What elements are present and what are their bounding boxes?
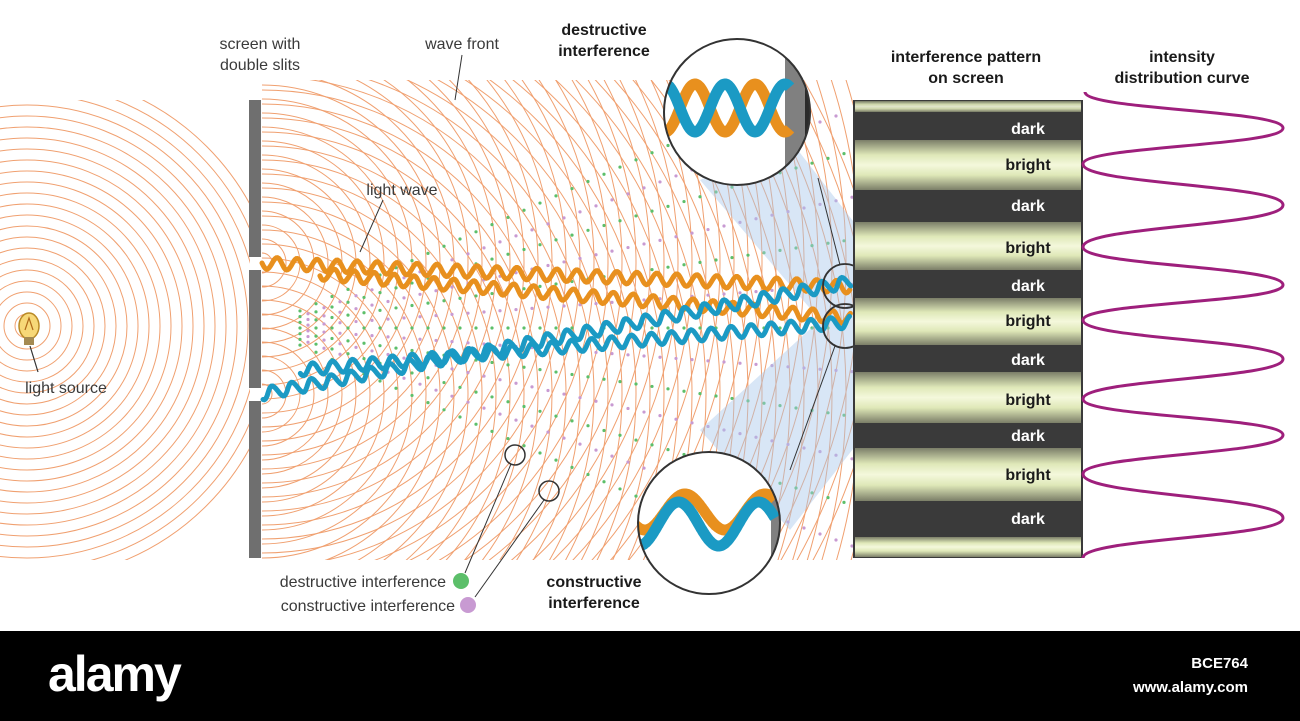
band-label-dark: dark: [1011, 198, 1045, 215]
band-label-bright: bright: [1005, 467, 1051, 484]
legend-constructive-label: constructive interference: [281, 598, 455, 615]
constructive-legend-dot: [460, 597, 476, 613]
constructive-title-1: constructive: [546, 574, 641, 591]
band-label-bright: bright: [1005, 313, 1051, 330]
slit-wave-fronts: [262, 80, 854, 560]
light-source-label: light source: [25, 380, 107, 397]
zoom-constructive: [637, 451, 781, 595]
band-label-bright: bright: [1005, 392, 1051, 409]
band-label-dark: dark: [1011, 428, 1045, 445]
double-slit-diagram: dark bright dark bright dark bright dark bright…: [0, 22, 1285, 615]
interference-pattern: dark bright dark bright dark bright dark bright…: [853, 100, 1083, 558]
band-label-dark: dark: [1011, 511, 1045, 528]
double-slit-screen: [249, 100, 261, 558]
slit-screen-label-2: double slits: [220, 57, 300, 74]
intensity-title-1: intensity: [1149, 49, 1215, 66]
light-waves: [259, 255, 854, 403]
brand-logo: alamy: [48, 646, 182, 702]
destructive-title-2: interference: [558, 43, 650, 60]
pattern-title-1: interference pattern: [891, 49, 1041, 66]
band-label-dark: dark: [1011, 121, 1045, 138]
pattern-title-2: on screen: [928, 70, 1004, 87]
slit-screen-label-1: screen with: [220, 36, 301, 53]
intensity-curve: [1081, 91, 1285, 559]
source-wave-fronts: [0, 100, 250, 560]
intensity-title-2: distribution curve: [1114, 70, 1249, 87]
wave-front-label: wave front: [424, 36, 499, 53]
site-url: www.alamy.com: [1132, 679, 1248, 696]
band-label-bright: bright: [1005, 157, 1051, 174]
legend-destructive-label: destructive interference: [280, 574, 446, 591]
image-code: BCE764: [1191, 655, 1248, 672]
light-bulb-icon: [18, 312, 40, 345]
band-label-dark: dark: [1011, 352, 1045, 369]
destructive-legend-dot: [453, 573, 469, 589]
light-wave-label: light wave: [366, 182, 437, 199]
constructive-title-2: interference: [548, 595, 640, 612]
band-label-bright: bright: [1005, 240, 1051, 257]
zoom-destructive: [663, 38, 811, 186]
footer-bar: alamy BCE764 www.alamy.com: [0, 631, 1300, 721]
destructive-title-1: destructive: [561, 22, 646, 39]
light-beam: [700, 140, 860, 530]
band-label-dark: dark: [1011, 278, 1045, 295]
